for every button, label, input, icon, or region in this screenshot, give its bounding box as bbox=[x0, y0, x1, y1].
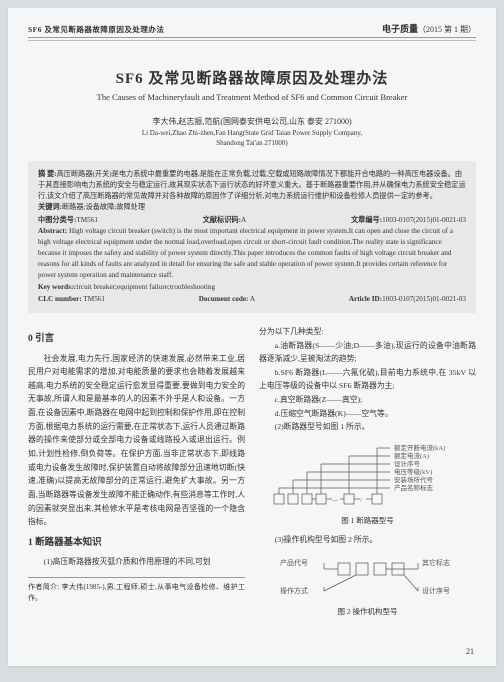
f1-l2: 额定电流(A) bbox=[394, 451, 429, 460]
header-right: 电子质量（2015 第 1 期） bbox=[382, 22, 476, 35]
abstract-cn-label: 摘 要: bbox=[38, 170, 57, 178]
f2-right2: 设计序号 bbox=[422, 586, 450, 595]
kw-cn-label: 关键词: bbox=[38, 203, 62, 211]
abstract-cn-text: 高压断路器(开关)是电力系统中最重要的电器,是能在正常负载,过载,空载或短路故障… bbox=[38, 170, 466, 200]
rc-p3: (3)操作机构型号如图 2 所示。 bbox=[259, 533, 476, 547]
section-1-title: 1 断路器基本知识 bbox=[28, 535, 245, 552]
author-bio: 作者简介: 李大伟(1985-),男,工程师,硕士,从事电气设备检修、维护工作。 bbox=[28, 577, 245, 603]
figure-1-svg: — / 额定开断电流(kA) 额定电流(A) bbox=[268, 440, 468, 512]
kw-cn: 断路器;设备故障;故障处理 bbox=[62, 203, 145, 211]
header-left: SF6 及常见断路器故障原因及处理办法 bbox=[28, 24, 164, 35]
figure-1: — / 额定开断电流(kA) 额定电流(A) bbox=[259, 440, 476, 527]
left-column: 0 引言 社会发展,电力先行,国家经济的快速发展,必然带来工业,居民用户对电能需… bbox=[28, 325, 245, 624]
clc-cn: 中图分类号:TM561 bbox=[38, 215, 98, 226]
f1-l4: 电压等级(kV) bbox=[394, 467, 432, 476]
abstract-cn: 摘 要:高压断路器(开关)是电力系统中最重要的电器,是能在正常负载,过载,空载或… bbox=[38, 169, 466, 202]
affiliation-en: Shandong Tai'an 271000) bbox=[28, 139, 476, 147]
f2-left2: 操作方式 bbox=[280, 586, 308, 595]
keywords-en: Key words:circuit breaker;equipment fail… bbox=[38, 282, 466, 293]
meta-row-cn: 中图分类号:TM561 文献标识码:A 文章编号:1003-0107(2015)… bbox=[38, 215, 466, 226]
figure-1-caption: 图 1 断路器型号 bbox=[259, 514, 476, 527]
rc-p-top: 分为以下几种类型: bbox=[259, 325, 476, 339]
running-header: SF6 及常见断路器故障原因及处理办法 电子质量（2015 第 1 期） bbox=[28, 22, 476, 38]
sec1-p1: (1)高压断路器按灭弧介质和作用原理的不同,可划 bbox=[28, 555, 245, 569]
artid-cn: 文章编号:1003-0107(2015)01-0021-03 bbox=[351, 215, 466, 226]
title-cn: SF6 及常见断路器故障原因及处理办法 bbox=[28, 67, 476, 88]
kw-en-label: Key words: bbox=[38, 283, 73, 291]
rc-pa: a.油断路器(S——少油;D——多油),现运行的设备中油断路器逐渐减少,呈被淘汰… bbox=[259, 339, 476, 366]
title-en: The Causes of Machineryfault and Treatme… bbox=[28, 92, 476, 102]
figure-2: 产品代号 操作方式 其它标志 设计序号 图 2 操作机构型号 bbox=[259, 553, 476, 618]
abstract-en: Abstract: High voltage circuit breaker (… bbox=[38, 226, 466, 282]
svg-text:/: / bbox=[360, 498, 362, 504]
header-rule bbox=[28, 40, 476, 41]
rc-pd: d.压缩空气断路器(K)——空气等。 bbox=[259, 407, 476, 421]
authors-cn: 李大伟,赵志振,范航(国网泰安供电公司,山东 泰安 271000) bbox=[28, 116, 476, 127]
artid-en: Article ID:1003-0107(2015)01-0021-03 bbox=[349, 294, 466, 305]
rc-pb: b.SF6 断路器(L——六氟化硫),目前电力系统中,在 35kV 以上电压等级… bbox=[259, 366, 476, 393]
abstract-en-label: Abstract: bbox=[38, 227, 67, 235]
intro-paragraph: 社会发展,电力先行,国家经济的快速发展,必然带来工业,居民用户对电能需求的增加,… bbox=[28, 352, 245, 529]
abstract-en-text: High voltage circuit breaker (switch) is… bbox=[38, 227, 453, 280]
page-number: 21 bbox=[466, 647, 474, 656]
doccode-cn: 文献标识码:A bbox=[203, 215, 247, 226]
clc-en: CLC number: TM561 bbox=[38, 294, 105, 305]
f2-right1: 其它标志 bbox=[422, 558, 450, 567]
f1-l1: 额定开断电流(kA) bbox=[394, 443, 445, 452]
authors-en: Li Da-wei,Zhao Zhi-zhen,Fan Hang(State G… bbox=[28, 129, 476, 137]
issue: （2015 第 1 期） bbox=[418, 25, 476, 34]
figure-2-svg: 产品代号 操作方式 其它标志 设计序号 bbox=[268, 553, 468, 603]
kw-en: circuit breaker;equipment failure;troubl… bbox=[73, 283, 215, 291]
rc-pc: c.真空断路器(Z——真空); bbox=[259, 393, 476, 407]
body-columns: 0 引言 社会发展,电力先行,国家经济的快速发展,必然带来工业,居民用户对电能需… bbox=[28, 325, 476, 624]
rc-p2: (2)断路器型号如图 1 所示。 bbox=[259, 420, 476, 434]
figure-2-caption: 图 2 操作机构型号 bbox=[259, 605, 476, 618]
doccode-en: Document code: A bbox=[199, 294, 255, 305]
f1-l3: 设计序号 bbox=[394, 459, 421, 468]
f2-left1: 产品代号 bbox=[280, 558, 308, 567]
section-0-title: 0 引言 bbox=[28, 331, 245, 348]
f1-l6: 产品名称标志 bbox=[394, 483, 434, 492]
abstract-box: 摘 要:高压断路器(开关)是电力系统中最重要的电器,是能在正常负载,过载,空载或… bbox=[28, 161, 476, 313]
keywords-cn: 关键词:断路器;设备故障;故障处理 bbox=[38, 202, 466, 213]
svg-text:—: — bbox=[331, 498, 339, 504]
f1-l5: 安装场所代号 bbox=[394, 475, 434, 484]
right-column: 分为以下几种类型: a.油断路器(S——少油;D——多油),现运行的设备中油断路… bbox=[259, 325, 476, 624]
journal-name: 电子质量 bbox=[382, 24, 418, 34]
meta-row-en: CLC number: TM561 Document code: A Artic… bbox=[38, 294, 466, 305]
author-bio-text: 作者简介: 李大伟(1985-),男,工程师,硕士,从事电气设备检修、维护工作。 bbox=[28, 583, 245, 602]
page: SF6 及常见断路器故障原因及处理办法 电子质量（2015 第 1 期） SF6… bbox=[8, 8, 496, 666]
